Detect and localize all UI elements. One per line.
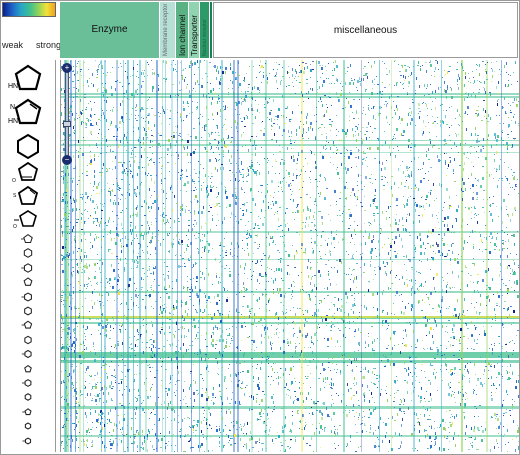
- atom-label: N: [10, 104, 15, 111]
- category-ion-channel[interactable]: Ion channel: [176, 2, 189, 58]
- atom-label: O: [13, 224, 17, 230]
- scaffold-row-6[interactable]: O: [1, 208, 55, 230]
- scaffold-row-5[interactable]: S: [1, 184, 55, 208]
- oxazole-icon: O: [13, 210, 37, 230]
- category-enzyme-label: Enzyme: [91, 24, 128, 35]
- scaffold-row-11[interactable]: [1, 290, 55, 304]
- category-nuclear-receptor[interactable]: Nuclear receptor: [200, 2, 210, 58]
- pyrrolidine-icon: HN: [8, 64, 42, 91]
- scaffold-row-16[interactable]: [1, 362, 55, 376]
- scaffold-row-9[interactable]: [1, 261, 55, 275]
- scaffold-icon: [21, 350, 32, 359]
- heatmap-cells: [61, 60, 519, 452]
- scaffold-row-15[interactable]: [1, 347, 55, 361]
- scaffold-row-12[interactable]: [1, 304, 55, 318]
- scaffold-icon: [22, 379, 32, 387]
- pyrazole-icon: N HN: [8, 98, 42, 125]
- cyclohexane-icon: [17, 133, 39, 160]
- color-legend: weak strong: [2, 2, 61, 58]
- scaffold-row-13[interactable]: [1, 318, 55, 332]
- atom-label: HN: [8, 83, 18, 90]
- scaffold-icon: [23, 248, 33, 259]
- zoom-handle[interactable]: [63, 121, 71, 127]
- minus-icon[interactable]: −: [62, 155, 72, 165]
- atom-label: S: [13, 193, 17, 199]
- legend-gradient: [2, 2, 56, 17]
- scaffold-icon: [21, 233, 33, 244]
- zoom-slider[interactable]: + −: [62, 63, 72, 165]
- scaffold-row-18[interactable]: [1, 390, 55, 404]
- scaffold-row-21[interactable]: [1, 434, 55, 448]
- scaffold-row-2[interactable]: N HN: [1, 96, 55, 130]
- scaffold-row-10[interactable]: [1, 275, 55, 289]
- scaffold-column: HN N HN O S O: [1, 60, 56, 452]
- category-membrane-receptor-label: Membrane receptor: [163, 3, 169, 56]
- zoom-track[interactable]: [65, 69, 69, 159]
- scaffold-row-19[interactable]: [1, 405, 55, 419]
- target-category-header: Enzyme Membrane receptor Ion channel Tra…: [60, 2, 518, 58]
- scaffold-row-14[interactable]: [1, 333, 55, 347]
- scaffold-icon: [24, 306, 32, 316]
- scaffold-icon: [22, 437, 32, 445]
- scaffold-icon: [21, 320, 33, 329]
- scaffold-row-1[interactable]: HN: [1, 62, 55, 96]
- legend-strong-label: strong: [36, 40, 62, 50]
- category-transporter[interactable]: Transporter: [189, 2, 200, 58]
- legend-weak-label: weak: [2, 40, 24, 50]
- scaffold-icon: [23, 277, 33, 287]
- furan-icon: O: [12, 161, 39, 184]
- scaffold-row-4[interactable]: O: [1, 160, 55, 184]
- category-other-small[interactable]: [210, 2, 213, 58]
- scaffold-icon: [21, 292, 32, 302]
- category-ion-channel-label: Ion channel: [178, 14, 187, 56]
- category-transporter-label: Transporter: [190, 14, 199, 56]
- atom-label: HN: [8, 118, 18, 125]
- category-nuclear-receptor-label: Nuclear receptor: [202, 19, 208, 56]
- scaffold-row-7[interactable]: [1, 232, 55, 246]
- scaffold-row-20[interactable]: [1, 419, 55, 433]
- scaffold-icon: [24, 364, 32, 372]
- plus-icon[interactable]: +: [62, 63, 72, 73]
- activity-heatmap[interactable]: [60, 60, 519, 452]
- category-enzyme[interactable]: Enzyme: [60, 2, 160, 58]
- scaffold-icon: [21, 262, 33, 273]
- thiophene-icon: S: [13, 185, 39, 205]
- category-miscellaneous[interactable]: miscellaneous: [213, 2, 518, 58]
- heatmap-canvas[interactable]: [61, 60, 519, 452]
- scaffold-row-3[interactable]: [1, 132, 55, 160]
- category-miscellaneous-label: miscellaneous: [333, 25, 398, 36]
- scaffold-row-17[interactable]: [1, 376, 55, 390]
- scaffold-icon: [22, 407, 32, 415]
- scaffold-icon: [24, 422, 32, 430]
- atom-label: O: [12, 178, 16, 184]
- scaffold-row-8[interactable]: [1, 246, 55, 260]
- category-membrane-receptor[interactable]: Membrane receptor: [160, 2, 176, 58]
- scaffold-icon: [24, 393, 32, 402]
- scaffold-icon: [24, 335, 32, 345]
